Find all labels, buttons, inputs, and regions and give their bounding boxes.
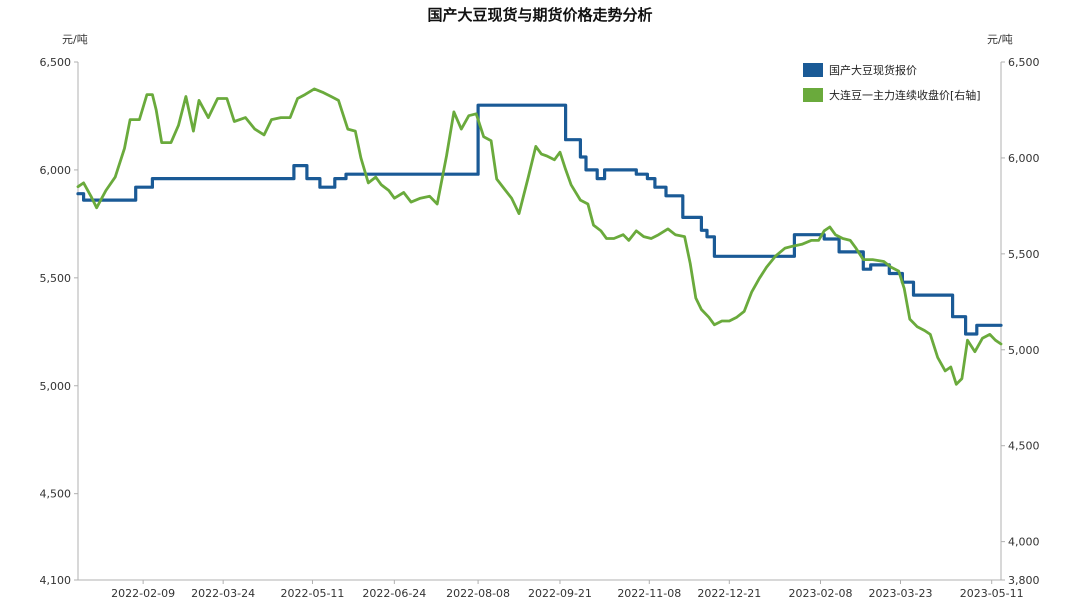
series-group <box>76 87 1003 386</box>
left-y-tick-label: 5,500 <box>40 272 72 285</box>
right-y-tick-label: 4,000 <box>1008 536 1040 549</box>
x-tick-label: 2022-12-21 <box>697 587 761 600</box>
x-tick-label: 2022-03-24 <box>191 587 255 600</box>
x-ticks: 2022-02-09 2022-03-24 2022-05-11 2022-06-24… <box>111 580 1024 600</box>
series-line-spot-price <box>76 103 1003 336</box>
legend-label: 国产大豆现货报价 <box>829 63 917 77</box>
legend-swatch <box>803 88 823 102</box>
left-y-tick-label: 6,000 <box>40 164 72 177</box>
right-y-tick-label: 6,500 <box>1008 56 1040 69</box>
left-y-tick-label: 4,100 <box>40 574 72 587</box>
chart-title: 国产大豆现货与期货价格走势分析 <box>427 6 652 24</box>
series-line-futures-price <box>76 87 1003 386</box>
left-y-tick-label: 4,500 <box>40 488 72 501</box>
legend-swatch <box>803 63 823 77</box>
right-y-tick-label: 4,500 <box>1008 440 1040 453</box>
x-tick-label: 2022-05-11 <box>281 587 345 600</box>
right-y-tick-label: 6,000 <box>1008 152 1040 165</box>
left-unit-label: 元/吨 <box>62 33 88 46</box>
right-y-tick-label: 5,500 <box>1008 248 1040 261</box>
right-y-tick-label: 3,800 <box>1008 574 1040 587</box>
x-tick-label: 2022-06-24 <box>362 587 426 600</box>
x-tick-label: 2022-02-09 <box>111 587 175 600</box>
x-tick-label: 2022-09-21 <box>528 587 592 600</box>
right-y-ticks: 3,800 4,000 4,500 5,000 5,500 6,000 6,500 <box>1001 56 1040 587</box>
left-y-ticks: 4,100 4,500 5,000 5,500 6,000 6,500 <box>40 56 78 587</box>
x-tick-label: 2023-03-23 <box>869 587 933 600</box>
legend-label: 大连豆一主力连续收盘价[右轴] <box>829 88 981 102</box>
x-tick-label: 2022-08-08 <box>446 587 510 600</box>
right-unit-label: 元/吨 <box>987 33 1013 46</box>
x-tick-label: 2023-02-08 <box>789 587 853 600</box>
x-tick-label: 2022-11-08 <box>617 587 681 600</box>
right-y-tick-label: 5,000 <box>1008 344 1040 357</box>
x-tick-label: 2023-05-11 <box>960 587 1024 600</box>
left-y-tick-label: 6,500 <box>40 56 72 69</box>
left-y-tick-label: 5,000 <box>40 380 72 393</box>
